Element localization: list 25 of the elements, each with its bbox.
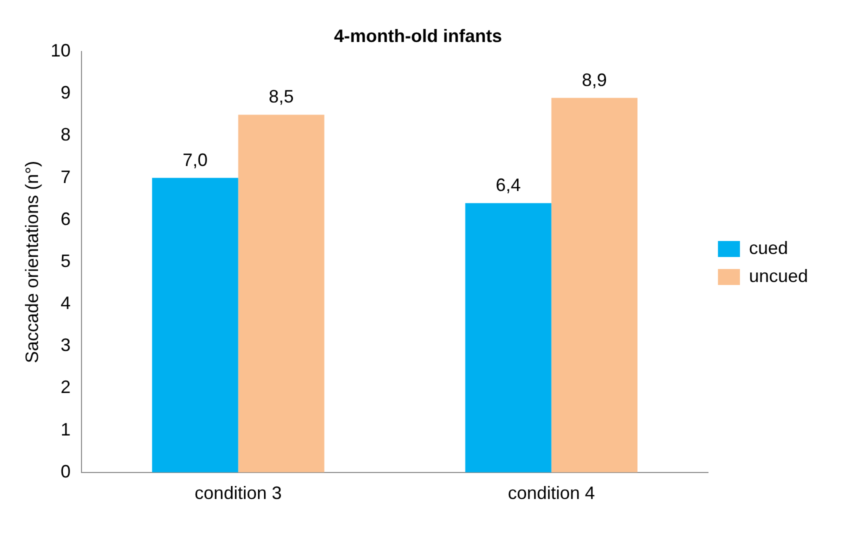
y-tick-label: 8: [60, 124, 71, 145]
y-tick-label: 1: [60, 419, 71, 440]
data-label: 7,0: [182, 150, 208, 170]
legend-label: uncued: [748, 266, 808, 286]
data-label: 8,9: [582, 70, 607, 90]
y-tick-label: 2: [60, 377, 71, 398]
data-label: 6,4: [496, 175, 521, 196]
y-tick-label: 3: [60, 335, 71, 356]
y-tick-label: 4: [60, 293, 71, 314]
y-tick-label: 7: [60, 166, 71, 187]
y-tick-label: 0: [60, 461, 71, 482]
y-tick-label: 5: [60, 250, 71, 271]
bar: [465, 203, 552, 472]
x-tick-label: condition 4: [508, 483, 595, 504]
bar: [152, 178, 238, 472]
chart-title: 4-month-old infants: [334, 26, 502, 46]
bar: [238, 114, 324, 472]
legend-label: cued: [748, 238, 788, 258]
x-tick-label: condition 3: [194, 483, 282, 504]
y-tick-label: 10: [50, 40, 71, 61]
y-axis-title: Saccade orientations (n°): [22, 160, 42, 364]
y-tick-label: 9: [60, 82, 71, 103]
y-tick-label: 6: [60, 208, 71, 229]
bar: [551, 98, 638, 472]
data-label: 8,5: [268, 86, 294, 107]
